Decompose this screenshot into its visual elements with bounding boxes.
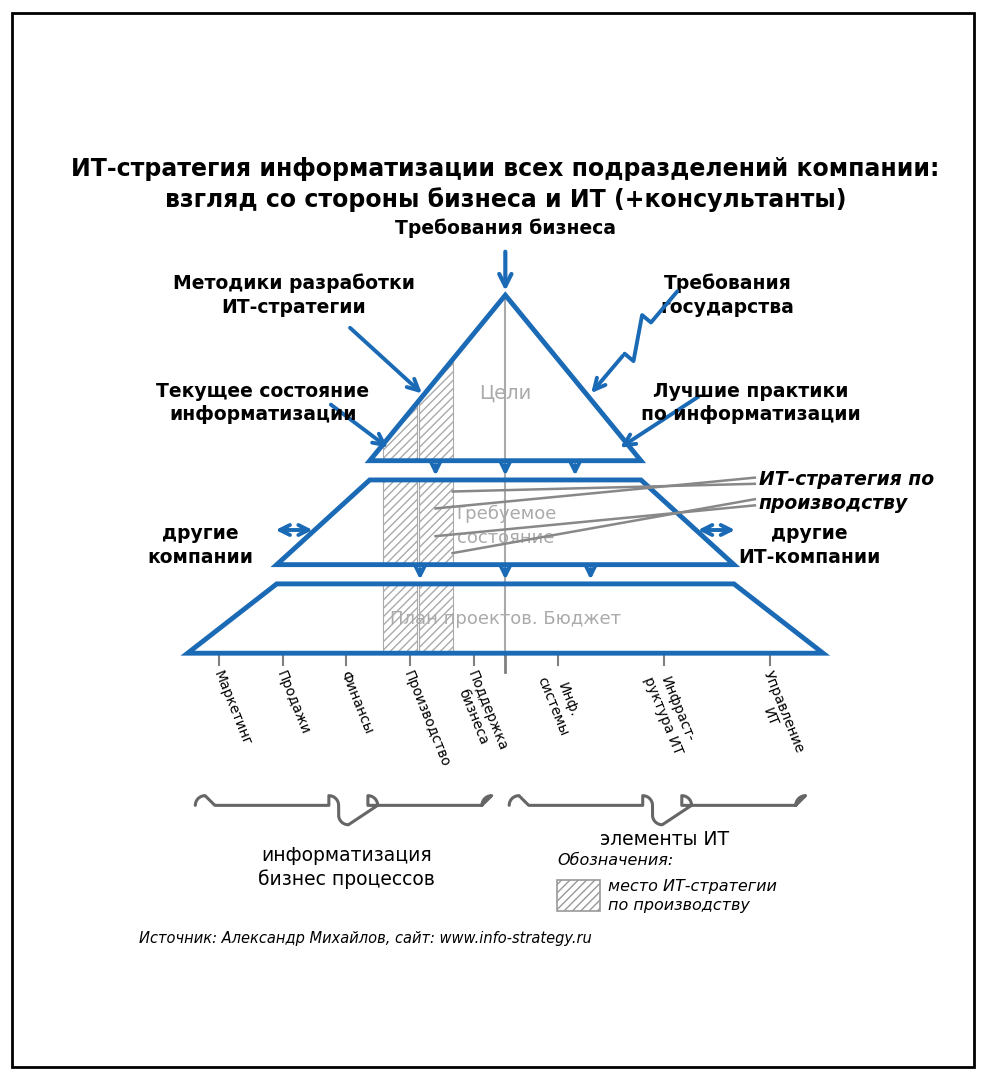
Polygon shape [557, 880, 599, 912]
Text: Производство: Производство [401, 669, 453, 769]
Text: Поддержка
бизнеса: Поддержка бизнеса [450, 669, 510, 759]
Text: другие
компании: другие компании [148, 524, 253, 567]
Text: План проектов. Бюджет: План проектов. Бюджет [389, 609, 621, 627]
Polygon shape [418, 130, 453, 1054]
Text: Управление
ИТ: Управление ИТ [746, 669, 807, 760]
Text: ИТ-стратегия по
производству: ИТ-стратегия по производству [759, 470, 934, 513]
Polygon shape [418, 130, 453, 1054]
Text: ИТ-стратегия информатизации всех подразделений компании:: ИТ-стратегия информатизации всех подразд… [71, 157, 940, 180]
Polygon shape [383, 130, 417, 1054]
Text: Обозначения:: Обозначения: [557, 853, 673, 868]
Text: информатизация
бизнес процессов: информатизация бизнес процессов [258, 846, 435, 889]
Text: Лучшие практики
по информатизации: Лучшие практики по информатизации [641, 381, 861, 424]
Text: Требования
государства: Требования государства [661, 273, 795, 316]
Text: Инф.
системы: Инф. системы [534, 669, 586, 738]
Text: Требуемое
состояние: Требуемое состояние [455, 505, 556, 548]
Text: Маркетинг: Маркетинг [210, 669, 253, 748]
Text: Требования бизнеса: Требования бизнеса [394, 218, 616, 238]
Text: Финансы: Финансы [337, 669, 376, 735]
Text: Инфраст-
руктура ИТ: Инфраст- руктура ИТ [641, 669, 699, 756]
Polygon shape [383, 130, 417, 1054]
Text: элементы ИТ: элементы ИТ [599, 831, 729, 849]
Polygon shape [418, 130, 453, 1054]
Text: Методики разработки
ИТ-стратегии: Методики разработки ИТ-стратегии [173, 273, 415, 316]
Text: место ИТ-стратегии
по производству: место ИТ-стратегии по производству [607, 879, 777, 913]
Polygon shape [383, 130, 417, 1054]
Text: Продажи: Продажи [274, 669, 313, 737]
Text: Источник: Александр Михайлов, сайт: www.info-strategy.ru: Источник: Александр Михайлов, сайт: www.… [139, 931, 592, 946]
Text: взгляд со стороны бизнеса и ИТ (+консультанты): взгляд со стороны бизнеса и ИТ (+консуль… [165, 187, 846, 212]
Text: Текущее состояние
информатизации: Текущее состояние информатизации [156, 381, 370, 424]
Text: другие
ИТ-компании: другие ИТ-компании [738, 524, 880, 567]
Text: Цели: Цели [479, 383, 531, 403]
